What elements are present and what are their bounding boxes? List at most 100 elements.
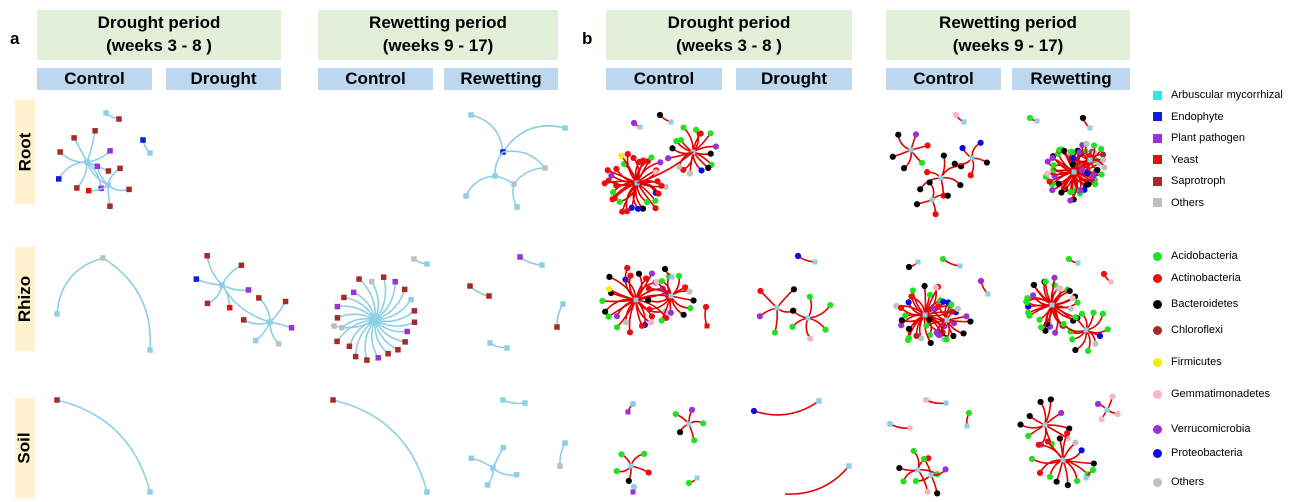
legend-item-actinobacteria: Actinobacteria	[1153, 271, 1293, 285]
fungal-node	[490, 465, 496, 471]
fungal-node	[256, 295, 262, 301]
fungal-node	[1083, 475, 1089, 481]
bacterial-node	[625, 477, 632, 484]
network-edge	[374, 319, 399, 351]
legend-swatch	[1153, 477, 1162, 487]
bacterial-node	[1028, 455, 1036, 462]
bacterial-node	[1083, 181, 1090, 189]
bacterial-node	[630, 119, 638, 127]
bacterial-node	[1084, 170, 1091, 177]
fungal-node	[630, 489, 636, 495]
bacterial-node	[756, 313, 763, 320]
fungal-node	[147, 347, 153, 353]
legend-label: Firmicutes	[1171, 356, 1222, 368]
fungal-node	[562, 440, 568, 446]
fungal-node	[395, 347, 401, 353]
legend-label: Acidobacteria	[1171, 250, 1238, 262]
fungal-node	[380, 274, 387, 280]
bacterial-node	[921, 282, 928, 290]
fungal-node	[57, 149, 63, 155]
bacterial-node	[967, 318, 974, 325]
row-label-root: Root	[15, 100, 35, 204]
bacterial-node	[1064, 430, 1071, 437]
legend-swatch	[1153, 299, 1162, 309]
network-edge	[940, 176, 961, 186]
bacterial-node	[913, 332, 920, 339]
network-edge	[221, 264, 242, 286]
fungal-node	[117, 165, 123, 172]
legend-swatch	[1153, 273, 1162, 283]
bacterial-node	[944, 192, 951, 199]
bacterial-node	[1056, 435, 1063, 442]
network-edge	[107, 184, 130, 192]
bacterial-node	[909, 287, 916, 294]
bacterial-node	[1090, 460, 1097, 467]
fungal-node	[668, 119, 674, 125]
legend-swatch	[1153, 251, 1162, 261]
fungal-node	[334, 338, 340, 345]
network-edge	[76, 161, 88, 189]
legend-swatch	[1153, 325, 1162, 335]
bacterial-node	[630, 483, 638, 491]
cond-a-drought-drought: Drought	[166, 68, 281, 90]
bacterial-node	[619, 208, 626, 215]
bacterial-node	[1114, 410, 1121, 418]
bacterial-node	[1074, 477, 1081, 485]
bacterial-node	[602, 308, 609, 315]
bacterial-node	[935, 303, 942, 310]
bacterial-node	[628, 204, 635, 211]
period-weeks: (weeks 9 - 17)	[382, 36, 494, 55]
bacterial-node	[1066, 425, 1073, 432]
bacterial-node	[1100, 270, 1108, 278]
bacterial-node	[794, 252, 802, 260]
period-weeks: (weeks 3 - 8 )	[676, 36, 782, 55]
fungal-node	[908, 147, 914, 153]
bacterial-node	[1096, 332, 1104, 340]
bacterial-node	[658, 182, 665, 189]
fungal-node	[774, 305, 780, 311]
bacterial-node	[942, 466, 949, 473]
legend-item-saprotroph: Saprotroph	[1153, 174, 1293, 188]
bacterial-node	[648, 270, 655, 277]
fungal-node	[364, 357, 370, 363]
fungal-node	[245, 287, 252, 293]
network-edge	[343, 296, 376, 321]
bacterial-node	[707, 130, 714, 137]
bacterial-node	[624, 208, 631, 215]
fungal-node	[56, 176, 62, 182]
bacterial-node	[640, 450, 648, 457]
fungal-node	[204, 253, 210, 259]
fungal-node	[401, 286, 408, 293]
legend-item-yeast: Yeast	[1153, 153, 1293, 167]
fungal-node	[964, 423, 970, 429]
network-edge	[636, 151, 694, 184]
fungal-node	[487, 340, 493, 346]
network-edge	[774, 307, 779, 333]
bacterial-node	[1038, 324, 1045, 331]
fungal-node	[943, 400, 949, 406]
bacterial-node	[1090, 309, 1097, 316]
bacterial-node	[922, 396, 930, 404]
fungal-node	[500, 397, 506, 403]
fungal-node	[557, 463, 563, 469]
fungal-node	[330, 397, 336, 403]
bacterial-node	[918, 159, 926, 166]
bacterial-node	[699, 420, 707, 427]
fungal-node	[1083, 327, 1089, 333]
bacterial-node	[905, 299, 912, 306]
legend-item-verrucomicrobia: Verrucomicrobia	[1153, 422, 1293, 436]
bacterial-node	[1017, 421, 1024, 428]
fungal-node	[704, 323, 710, 329]
bacterial-node	[677, 136, 685, 144]
legend-item-acidobacteria: Acidobacteria	[1153, 249, 1293, 263]
network-edge	[86, 130, 96, 163]
bacterial-node	[1070, 154, 1077, 162]
bacterial-node	[648, 154, 655, 161]
legend-label: Others	[1171, 196, 1205, 209]
bacterial-node	[645, 469, 652, 476]
network-edge	[374, 310, 415, 323]
bacterial-node	[965, 409, 973, 417]
bacterial-node	[1094, 166, 1101, 174]
bacterial-node	[1084, 347, 1092, 354]
fungal-node	[275, 341, 282, 347]
